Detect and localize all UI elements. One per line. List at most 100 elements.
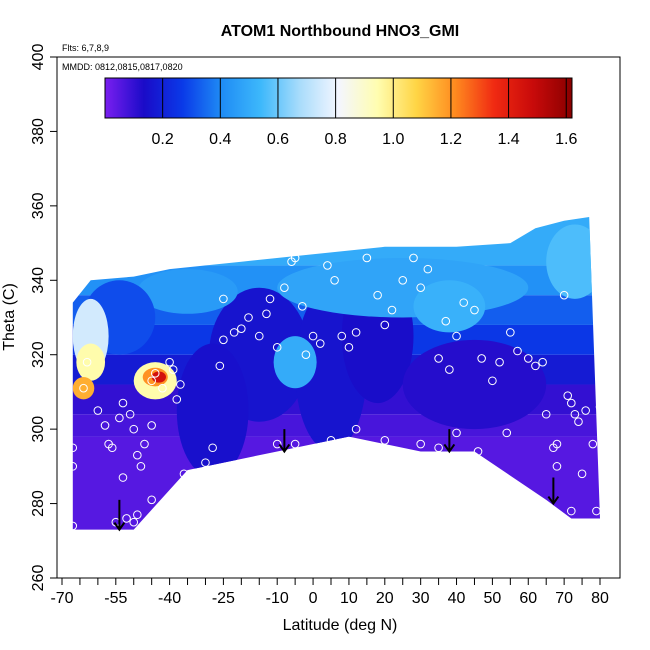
colorbar-tick-label: 1.2 — [440, 131, 462, 148]
observation-point — [595, 402, 605, 412]
observation-point — [581, 406, 590, 415]
observation-point — [502, 428, 512, 438]
y-tick-label: 260 — [30, 565, 47, 592]
observation-point — [133, 450, 142, 460]
y-axis-label: Theta (C) — [1, 283, 18, 351]
observation-point — [136, 462, 146, 471]
observation-point — [208, 443, 217, 453]
observation-point — [380, 320, 390, 330]
observation-point — [122, 514, 131, 523]
colorbar: 0.2 0.4 0.6 0.8 1.0 1.2 1.4 1.6 — [104, 77, 577, 148]
x-tick-label: 60 — [519, 590, 537, 607]
y-tick-label: 340 — [30, 267, 47, 294]
observation-point — [118, 398, 128, 408]
x-tick-label: -25 — [212, 590, 235, 607]
observation-point — [158, 383, 167, 393]
heatmap-patch — [273, 336, 317, 389]
profile-arrow — [547, 477, 560, 506]
observation-point — [434, 443, 443, 453]
colorbar-tick-label: 0.2 — [152, 131, 174, 148]
observation-point — [129, 424, 139, 434]
observation-point — [201, 458, 210, 467]
observation-point — [351, 424, 361, 434]
observation-point — [129, 517, 139, 527]
heatmap-patch — [413, 280, 486, 333]
observation-point — [176, 380, 185, 389]
observation-point — [567, 398, 576, 408]
observation-point — [538, 357, 547, 367]
observation-point — [459, 298, 469, 307]
observation-point — [118, 473, 128, 482]
x-tick-label: 70 — [555, 590, 573, 607]
observation-point — [531, 361, 540, 371]
observation-point — [563, 391, 573, 400]
observation-point — [315, 339, 325, 348]
observation-point — [513, 346, 522, 356]
observation-point — [477, 354, 486, 363]
x-tick-label: -55 — [104, 590, 127, 607]
x-axis: -70 -55 -40 -25 -10 0 10 20 30 40 50 60 70 80 — [50, 578, 609, 607]
colorbar-ticks: 0.2 0.4 0.6 0.8 1.0 1.2 1.4 1.6 — [152, 78, 577, 148]
observation-point — [82, 357, 92, 367]
observation-point — [344, 342, 354, 352]
profile-arrow — [278, 429, 291, 454]
observation-points — [68, 253, 605, 531]
x-tick-label: -40 — [158, 590, 181, 607]
observation-point — [452, 428, 461, 438]
observation-point — [68, 443, 78, 453]
observation-point — [237, 324, 246, 333]
y-tick-label: 360 — [30, 192, 47, 219]
observation-point — [373, 290, 382, 300]
observation-point — [398, 275, 408, 285]
observation-point — [301, 350, 311, 360]
observation-point — [219, 294, 228, 304]
observation-point — [265, 294, 275, 304]
observation-point — [441, 316, 451, 326]
x-tick-label: 50 — [484, 590, 502, 607]
x-tick-label: 30 — [412, 590, 430, 607]
heatmap-patch — [546, 224, 601, 299]
observation-point — [219, 335, 228, 345]
observation-point — [574, 417, 583, 427]
observation-point — [559, 290, 569, 300]
observation-point — [416, 439, 425, 449]
colorbar-tick-label: 0.6 — [267, 131, 289, 148]
observation-point — [179, 469, 189, 479]
observation-point — [150, 369, 160, 378]
colorbar-tick-label: 1.6 — [555, 131, 577, 148]
observation-point — [68, 521, 78, 531]
x-tick-label: 0 — [309, 590, 318, 607]
observation-point — [147, 421, 156, 430]
observation-point — [290, 439, 300, 449]
observation-point — [323, 261, 332, 270]
observation-point — [229, 328, 239, 337]
observation-point — [272, 342, 282, 352]
observation-point — [147, 495, 156, 505]
profile-arrow — [443, 429, 456, 454]
x-tick-label: -10 — [266, 590, 289, 607]
chart-title: ATOM1 Northbound HNO3_GMI — [221, 23, 460, 40]
heatmap-patch — [402, 339, 547, 430]
observation-point — [93, 406, 103, 415]
y-axis: 260 280 300 320 340 360 380 400 — [30, 44, 57, 592]
observation-point — [298, 302, 307, 311]
x-tick-label: 20 — [376, 590, 394, 607]
observation-point — [452, 331, 461, 341]
observation-point — [254, 331, 264, 341]
observation-point — [326, 436, 336, 445]
heatmap-patch — [176, 343, 249, 478]
profile-arrow — [113, 499, 126, 532]
observation-point — [592, 506, 601, 516]
heatmap-patch — [72, 377, 95, 400]
observation-point — [165, 357, 174, 367]
observation-point — [280, 283, 289, 293]
observation-point — [523, 354, 533, 363]
observation-point — [79, 383, 88, 393]
x-axis-label: Latitude (deg N) — [283, 617, 398, 634]
observation-point — [409, 253, 418, 263]
x-tick-label: 40 — [448, 590, 466, 607]
observation-point — [125, 409, 135, 419]
observation-point — [423, 264, 433, 274]
y-tick-label: 400 — [30, 44, 47, 71]
observation-point — [577, 469, 587, 479]
